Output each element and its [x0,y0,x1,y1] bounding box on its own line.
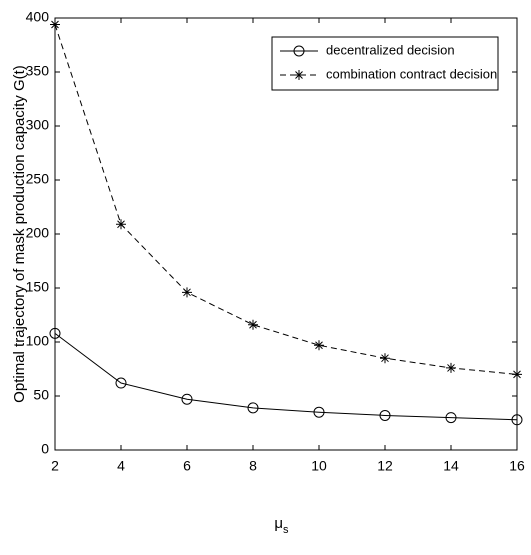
legend-box [271,36,499,91]
series-line [54,332,518,421]
legend-label: decentralized decision [326,42,455,57]
data-point [182,287,192,298]
legend-marker [294,70,304,80]
data-point [313,406,325,418]
legend-marker [293,45,305,57]
data-point [512,369,522,380]
data-point [49,327,61,339]
x-tick-label: 14 [443,458,459,474]
x-tick-label: 16 [509,458,525,474]
data-point [115,377,127,389]
x-tick-label: 6 [183,458,191,474]
x-tick-label: 10 [311,458,327,474]
x-axis-label: μ [274,515,283,532]
data-point [446,362,456,373]
x-tick-label: 2 [51,458,59,474]
data-point [247,402,259,414]
data-point [511,414,523,426]
y-tick-label: 400 [26,9,50,25]
y-tick-label: 150 [26,279,50,295]
data-point [116,219,126,230]
data-point [380,353,390,364]
data-point [50,19,60,30]
y-tick-label: 0 [41,441,49,457]
x-axis-label-subscript: s [283,524,289,536]
series-line [54,24,518,375]
data-point [379,409,391,421]
y-tick-label: 350 [26,63,50,79]
legend-label: combination contract decision [326,66,497,81]
y-tick-label: 300 [26,117,50,133]
x-tick-label: 4 [117,458,125,474]
data-point [314,340,324,351]
data-point [181,393,193,405]
y-axis-label: Optimal trajectory of mask production ca… [11,65,28,403]
y-tick-label: 200 [26,225,50,241]
y-tick-label: 50 [33,387,49,403]
data-point [248,319,258,330]
y-tick-label: 250 [26,171,50,187]
data-point [445,412,457,424]
x-tick-label: 12 [377,458,393,474]
x-tick-label: 8 [249,458,257,474]
y-tick-label: 100 [26,333,50,349]
